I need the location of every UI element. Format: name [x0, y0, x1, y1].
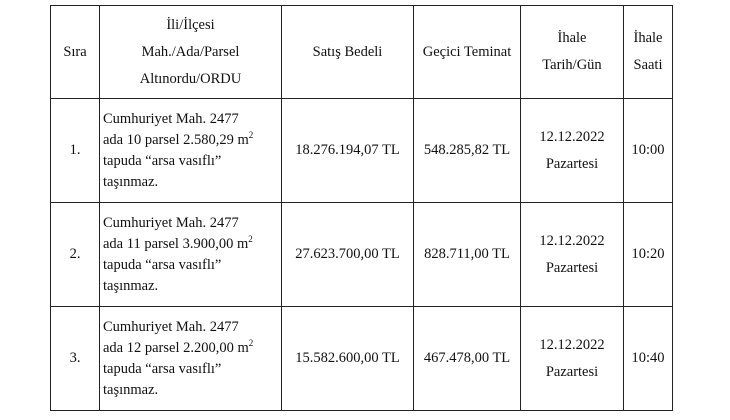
auction-time: 10:40 [623, 306, 673, 411]
parcel-description: Cumhuriyet Mah. 2477 ada 10 parsel 2.580… [99, 98, 282, 203]
desc-line: Cumhuriyet Mah. 2477 [103, 214, 239, 231]
row-number: 2. [50, 202, 100, 307]
auction-date: 12.12.2022 Pazartesi [520, 98, 624, 203]
desc-line: tapuda “arsa vasıflı” [103, 152, 222, 169]
date-text: 12.12.2022 [539, 336, 605, 353]
header-price: Satış Bedeli [281, 5, 414, 99]
header-date-line: İhale [557, 30, 587, 46]
deposit: 548.285,82 TL [413, 98, 521, 203]
header-location-line: Altınordu/ORDU [139, 70, 242, 87]
header-date: İhale Tarih/Gün [520, 5, 624, 99]
header-location: İli/İlçesi Mah./Ada/Parsel Altınordu/ORD… [99, 5, 282, 99]
header-deposit: Geçici Teminat [413, 5, 521, 99]
header-sira: Sıra [50, 5, 100, 99]
unit-superscript: 2 [248, 129, 254, 140]
sale-price: 18.276.194,07 TL [281, 98, 414, 203]
table-row: 3. Cumhuriyet Mah. 2477 ada 12 parsel 2.… [50, 306, 673, 411]
auction-date: 12.12.2022 Pazartesi [520, 202, 624, 307]
sale-price: 27.623.700,00 TL [281, 202, 414, 307]
desc-line: taşınmaz. [103, 173, 159, 190]
header-row: Sıra İli/İlçesi Mah./Ada/Parsel Altınord… [50, 5, 673, 99]
parcel-description: Cumhuriyet Mah. 2477 ada 12 parsel 2.200… [99, 306, 282, 411]
unit-superscript: 2 [248, 337, 254, 348]
day-text: Pazartesi [545, 155, 599, 172]
auction-time: 10:20 [623, 202, 673, 307]
desc-line: ada 12 parsel 2.200,00 m2 [103, 338, 277, 359]
desc-line: ada 11 parsel 3.900,00 m2 [103, 234, 277, 255]
header-location-line: İli/İlçesi [166, 16, 215, 33]
deposit: 828.711,00 TL [413, 202, 521, 307]
table-row: 1. Cumhuriyet Mah. 2477 ada 10 parsel 2.… [50, 98, 673, 203]
day-text: Pazartesi [545, 259, 599, 276]
desc-text: ada 11 parsel 3.900,00 m [103, 235, 249, 252]
table-row: 2. Cumhuriyet Mah. 2477 ada 11 parsel 3.… [50, 202, 673, 307]
row-number: 3. [50, 306, 100, 411]
header-time-line: Saati [633, 57, 663, 73]
day-text: Pazartesi [545, 363, 599, 380]
header-date-line: Tarih/Gün [542, 57, 602, 73]
auction-date: 12.12.2022 Pazartesi [520, 306, 624, 411]
parcel-description: Cumhuriyet Mah. 2477 ada 11 parsel 3.900… [99, 202, 282, 307]
desc-text: ada 12 parsel 2.200,00 m [103, 339, 249, 356]
deposit: 467.478,00 TL [413, 306, 521, 411]
sale-price: 15.582.600,00 TL [281, 306, 414, 411]
unit-superscript: 2 [248, 233, 253, 244]
date-text: 12.12.2022 [539, 128, 605, 145]
auction-time: 10:00 [623, 98, 673, 203]
desc-line: tapuda “arsa vasıflı” [103, 256, 222, 273]
row-number: 1. [50, 98, 100, 203]
date-text: 12.12.2022 [539, 232, 605, 249]
desc-line: ada 10 parsel 2.580,29 m2 [103, 130, 277, 151]
header-location-line: Mah./Ada/Parsel [141, 43, 240, 60]
desc-line: tapuda “arsa vasıflı” [103, 360, 222, 377]
header-time-line: İhale [633, 30, 663, 46]
desc-line: Cumhuriyet Mah. 2477 [103, 110, 239, 127]
auction-table: Sıra İli/İlçesi Mah./Ada/Parsel Altınord… [50, 5, 673, 411]
desc-text: ada 10 parsel 2.580,29 m [103, 131, 249, 148]
desc-line: taşınmaz. [103, 277, 159, 294]
desc-line: taşınmaz. [103, 381, 159, 398]
header-time: İhale Saati [623, 5, 673, 99]
desc-line: Cumhuriyet Mah. 2477 [103, 318, 239, 335]
